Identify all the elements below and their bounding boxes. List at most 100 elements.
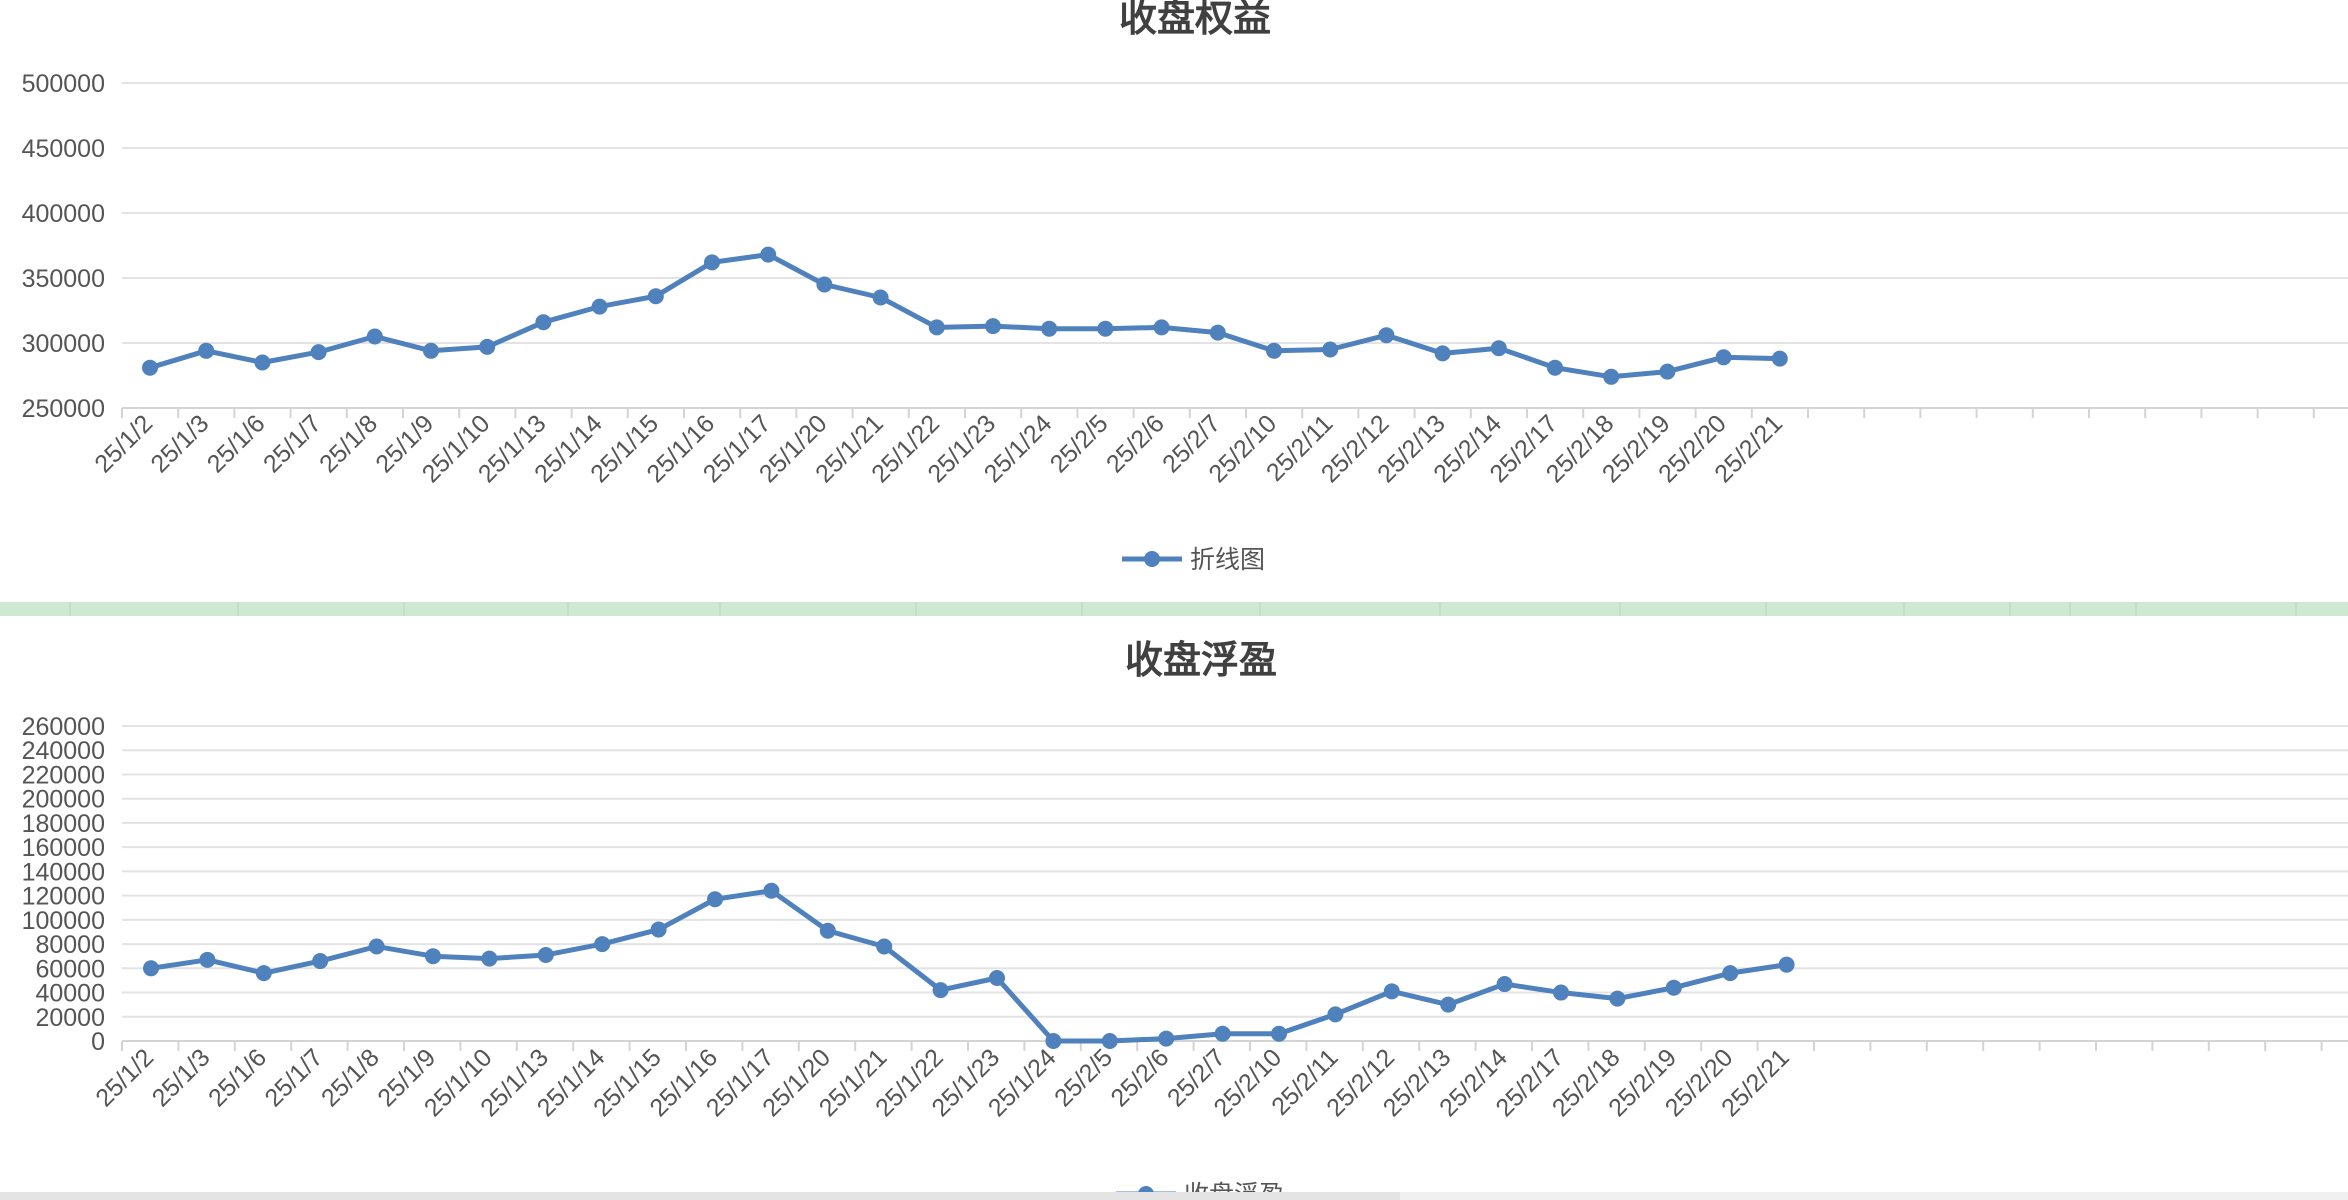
data-point[interactable] [872, 289, 889, 306]
data-point[interactable] [989, 970, 1005, 986]
gridlines [122, 725, 2348, 1018]
x-tick-label: 25/1/3 [145, 409, 214, 478]
y-tick-label: 250000 [22, 395, 105, 423]
data-point[interactable] [1771, 350, 1788, 367]
y-tick-label: 260000 [22, 713, 105, 741]
data-point[interactable] [1383, 983, 1400, 1000]
data-point[interactable] [932, 982, 949, 999]
chart-title: 收盘浮盈 [1125, 638, 1277, 682]
data-point[interactable] [198, 342, 215, 359]
data-point[interactable] [1440, 996, 1457, 1013]
legend-label: 折线图 [1190, 545, 1265, 574]
data-point[interactable] [1045, 1033, 1062, 1049]
y-tick-label: 450000 [22, 135, 105, 163]
data-point[interactable] [1327, 1006, 1344, 1023]
data-point[interactable] [481, 950, 498, 967]
data-point[interactable] [142, 359, 158, 376]
y-tick-label: 240000 [22, 737, 105, 765]
y-axis: 250000 300000 350000 400000 450000 500000 [22, 70, 105, 423]
data-point[interactable] [1434, 345, 1451, 362]
data-point[interactable] [1271, 1025, 1287, 1042]
data-point[interactable] [254, 354, 271, 371]
data-point[interactable] [1097, 320, 1114, 337]
data-point[interactable] [1490, 340, 1507, 357]
series-points[interactable] [143, 882, 1795, 1049]
legend[interactable]: 折线图 [1122, 545, 1265, 574]
x-axis [121, 1040, 2348, 1051]
data-point[interactable] [143, 960, 159, 977]
data-point[interactable] [423, 342, 439, 359]
data-point[interactable] [1041, 320, 1058, 337]
y-tick-label: 80000 [35, 931, 105, 959]
data-point[interactable] [985, 318, 1001, 335]
data-point[interactable] [1547, 359, 1563, 376]
legend-marker [1144, 551, 1160, 567]
y-tick-label: 100000 [22, 907, 105, 935]
data-point[interactable] [1778, 956, 1795, 973]
x-tick-label: 25/1/3 [147, 1043, 216, 1112]
x-tick-labels: 25/1/225/1/325/1/625/1/725/1/825/1/925/1… [89, 409, 1788, 488]
series-polyline[interactable] [149, 252, 1780, 380]
data-point[interactable] [1665, 979, 1682, 996]
equity-chart[interactable]: 收盘权益 250000 300000 350000 400000 450000 50000… [22, 0, 2348, 574]
data-point[interactable] [1322, 341, 1339, 358]
data-point[interactable] [1266, 342, 1282, 359]
data-point[interactable] [816, 276, 833, 293]
data-point[interactable] [1603, 368, 1620, 385]
data-point[interactable] [819, 922, 836, 939]
y-tick-label: 300000 [22, 330, 105, 358]
data-point[interactable] [760, 246, 777, 263]
y-tick-label: 120000 [22, 883, 105, 911]
x-tick-label: 25/1/6 [202, 409, 271, 478]
x-tick-label: 25/2/5 [1049, 1043, 1118, 1112]
data-point[interactable] [312, 953, 329, 970]
spreadsheet-row-band [0, 602, 2348, 616]
data-point[interactable] [647, 288, 664, 305]
y-tick-label: 40000 [35, 980, 105, 1008]
data-point[interactable] [1214, 1025, 1231, 1042]
data-point[interactable] [1715, 349, 1732, 366]
data-point[interactable] [1659, 363, 1676, 380]
data-point[interactable] [928, 319, 945, 336]
data-point[interactable] [366, 328, 383, 345]
data-point[interactable] [310, 344, 327, 361]
x-tick-label: 25/2/5 [1045, 409, 1114, 478]
data-point[interactable] [591, 298, 608, 315]
data-point[interactable] [479, 338, 496, 355]
data-point[interactable] [1153, 319, 1170, 336]
data-point[interactable] [1378, 327, 1395, 344]
data-point[interactable] [1553, 984, 1569, 1001]
data-point[interactable] [704, 254, 720, 271]
data-point[interactable] [1609, 990, 1626, 1007]
data-point[interactable] [1158, 1030, 1175, 1047]
data-point[interactable] [255, 965, 272, 982]
data-point[interactable] [1209, 324, 1226, 341]
data-point[interactable] [368, 938, 385, 955]
data-point[interactable] [876, 938, 893, 955]
data-point[interactable] [763, 882, 780, 899]
data-point[interactable] [199, 951, 216, 968]
chart-title: 收盘权益 [1119, 0, 1271, 40]
series-line[interactable] [149, 252, 1780, 380]
data-point[interactable] [535, 314, 552, 331]
data-point[interactable] [1101, 1033, 1118, 1049]
y-tick-label: 400000 [22, 200, 105, 228]
data-point[interactable] [425, 948, 441, 965]
series-polyline[interactable] [150, 888, 1787, 1044]
data-point[interactable] [1722, 965, 1739, 982]
gridlines [122, 82, 2348, 344]
float-profit-chart[interactable]: 收盘浮盈 02000040000600008000010000012000014… [22, 638, 2348, 1200]
horizontal-scrollbar[interactable] [0, 1192, 2348, 1200]
data-point[interactable] [1496, 976, 1513, 993]
data-point[interactable] [707, 891, 723, 908]
y-tick-label: 20000 [35, 1004, 105, 1032]
x-tick-label: 25/2/6 [1105, 1043, 1174, 1112]
y-tick-label: 350000 [22, 265, 105, 293]
series-line[interactable] [150, 888, 1787, 1044]
data-point[interactable] [537, 946, 554, 963]
data-point[interactable] [594, 936, 611, 953]
x-tick-label: 25/1/8 [316, 1043, 385, 1112]
data-point[interactable] [650, 921, 667, 938]
series-points[interactable] [142, 246, 1788, 385]
